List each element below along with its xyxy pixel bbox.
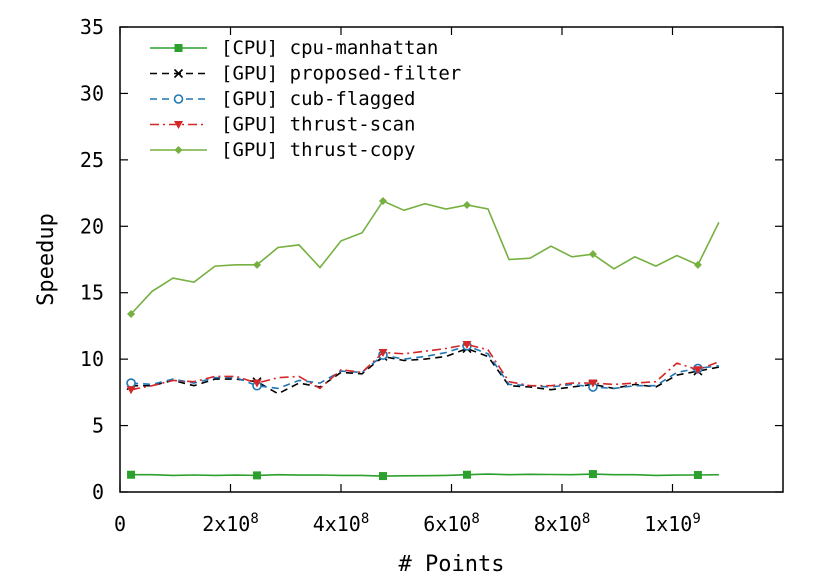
y-tick-label: 25 — [80, 148, 104, 172]
data-point-gpu-thrust-copy — [253, 260, 262, 269]
data-point-cpu-cpu-manhattan — [588, 470, 597, 479]
legend: [CPU] cpu-manhattan [GPU] proposed-filter… — [150, 37, 461, 161]
series-line-cpu-cpu-manhattan — [131, 473, 719, 477]
legend-label: [GPU] cub-flagged — [221, 88, 415, 110]
series-line-gpu-thrust-scan — [130, 343, 720, 391]
axes — [119, 26, 784, 493]
legend-item-gpu-thrust-scan: [GPU] thrust-scan — [150, 114, 415, 136]
legend-item-gpu-proposed-filter: [GPU] proposed-filter — [150, 63, 461, 85]
data-point-gpu-thrust-scan — [588, 379, 598, 388]
data-point-gpu-thrust-scan — [693, 366, 703, 375]
data-point-gpu-thrust-scan — [462, 341, 472, 350]
ticks: 0 5 10 15 20 25 30 35 0 2x108 4x108 6x108 8x108 1x109 — [80, 15, 783, 536]
x-tick-label: 2x108 — [202, 511, 259, 536]
legend-marker — [173, 68, 184, 79]
legend-label: [GPU] thrust-scan — [221, 114, 415, 136]
series-gpu-thrust-scan — [126, 341, 720, 395]
y-tick-label: 35 — [80, 15, 104, 39]
data-point-cpu-cpu-manhattan — [693, 470, 702, 479]
data-point-gpu-thrust-scan — [126, 386, 136, 395]
y-tick-label: 10 — [80, 347, 104, 371]
legend-marker — [174, 44, 183, 52]
data-point-cpu-cpu-manhattan — [253, 471, 262, 480]
legend-label: [CPU] cpu-manhattan — [221, 37, 438, 59]
legend-label: [GPU] thrust-copy — [221, 139, 415, 161]
x-tick-label: 0 — [114, 512, 126, 536]
y-axis-label: Speedup — [34, 213, 59, 306]
series-line-gpu-proposed-filter — [131, 347, 720, 395]
data-point-cpu-cpu-manhattan — [378, 472, 387, 481]
x-tick-label: 6x108 — [423, 511, 480, 536]
y-tick-label: 15 — [80, 281, 104, 305]
legend-item-gpu-cub-flagged: [GPU] cub-flagged — [150, 88, 415, 110]
data-point-gpu-cub-flagged — [126, 378, 136, 388]
legend-item-gpu-thrust-copy: [GPU] thrust-copy — [150, 139, 415, 161]
legend-marker — [174, 121, 183, 129]
legend-marker — [173, 94, 184, 104]
legend-marker — [174, 146, 183, 154]
y-tick-label: 30 — [80, 81, 104, 105]
x-tick-label: 4x108 — [313, 511, 370, 536]
data-point-cpu-cpu-manhattan — [127, 470, 136, 479]
data-point-cpu-cpu-manhattan — [462, 470, 471, 479]
series-line-gpu-cub-flagged — [131, 345, 719, 390]
x-axis-label: # Points — [399, 552, 505, 577]
data-point-gpu-thrust-copy — [378, 197, 387, 206]
data-point-gpu-thrust-copy — [127, 309, 136, 318]
data-point-gpu-thrust-copy — [462, 201, 471, 210]
series-gpu-thrust-copy — [127, 197, 720, 318]
series-line-gpu-thrust-copy — [130, 199, 720, 315]
data-point-gpu-thrust-copy — [588, 250, 597, 259]
legend-label: [GPU] proposed-filter — [221, 63, 461, 85]
y-tick-label: 0 — [92, 480, 104, 504]
series-cpu-cpu-manhattan — [127, 470, 719, 481]
data-point-gpu-thrust-scan — [378, 349, 388, 357]
x-tick-label: 1x109 — [644, 511, 701, 536]
y-tick-label: 5 — [92, 414, 104, 438]
legend-item-cpu-cpu-manhattan: [CPU] cpu-manhattan — [150, 37, 438, 59]
y-tick-label: 20 — [80, 214, 104, 238]
data-point-gpu-thrust-copy — [693, 260, 702, 269]
x-tick-label: 8x108 — [534, 511, 591, 536]
data-point-gpu-thrust-scan — [252, 379, 262, 388]
series-layer — [126, 197, 720, 481]
plot-frame — [119, 26, 784, 493]
